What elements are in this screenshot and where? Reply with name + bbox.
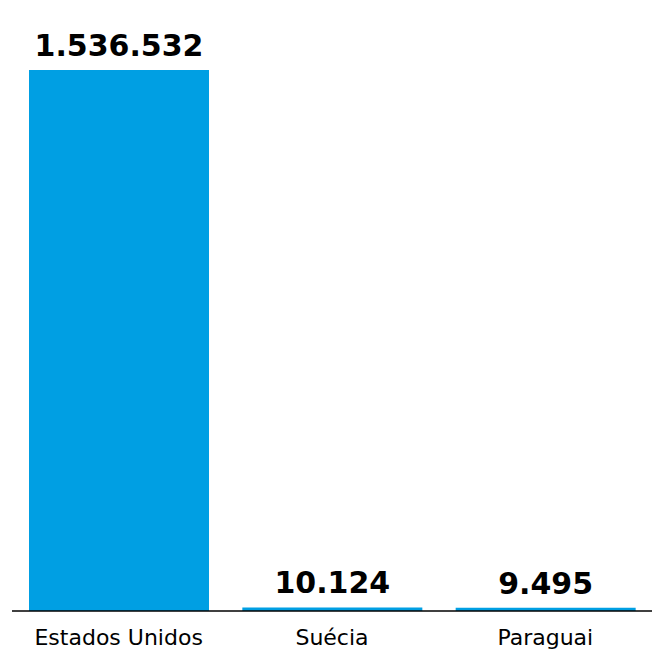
svg-text:1.536.532: 1.536.532 <box>35 28 204 63</box>
svg-text:Suécia: Suécia <box>295 625 368 650</box>
svg-text:9.495: 9.495 <box>498 566 593 601</box>
svg-text:Paraguai: Paraguai <box>497 625 593 650</box>
svg-text:10.124: 10.124 <box>274 565 390 600</box>
svg-text:Estados Unidos: Estados Unidos <box>34 625 202 650</box>
